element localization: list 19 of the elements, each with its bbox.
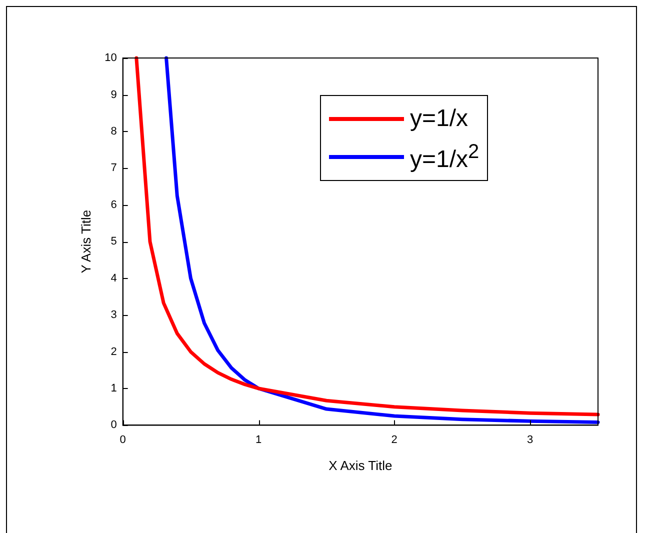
x-tick-label: 2 (391, 434, 398, 446)
y-tick-label: 7 (110, 162, 117, 174)
y-tick-label: 2 (110, 346, 117, 358)
y-tick-label: 8 (110, 125, 117, 138)
y-tick-label: 6 (110, 198, 117, 211)
y-tick-label: 1 (110, 382, 117, 395)
y-tick-label: 9 (110, 88, 117, 101)
y-tick-label: 10 (104, 52, 117, 64)
y-tick-label: 4 (110, 272, 117, 284)
y-tick-label: 0 (110, 419, 117, 432)
x-tick-label: 0 (120, 434, 126, 446)
legend-label: y=1/x (410, 105, 468, 133)
y-tick-label: 3 (110, 309, 117, 322)
y-tick-label: 5 (110, 236, 117, 248)
x-tick-label: 3 (527, 434, 534, 446)
legend-label: y=1/x$^{2}$ (410, 140, 480, 174)
x-axis-title: X Axis Title (328, 458, 392, 473)
y-axis-title: Y Axis Title (78, 210, 94, 274)
x-tick-label: 1 (256, 434, 262, 446)
